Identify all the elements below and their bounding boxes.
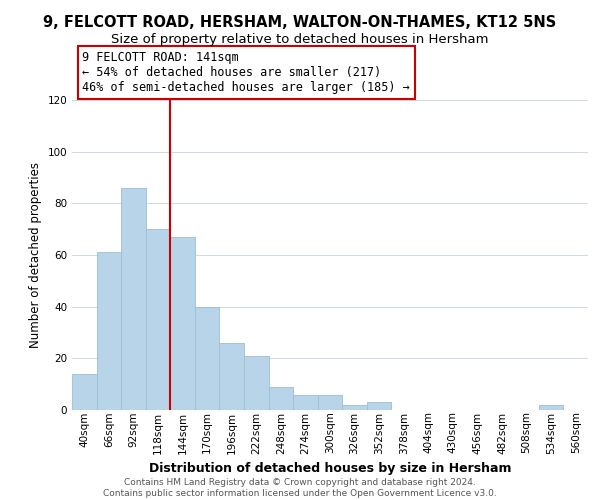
Bar <box>72 374 97 410</box>
Bar <box>170 237 195 410</box>
Bar <box>539 405 563 410</box>
Bar <box>121 188 146 410</box>
Bar <box>97 252 121 410</box>
Bar <box>318 394 342 410</box>
Bar <box>220 343 244 410</box>
Bar <box>269 387 293 410</box>
Bar <box>342 405 367 410</box>
Text: 9, FELCOTT ROAD, HERSHAM, WALTON-ON-THAMES, KT12 5NS: 9, FELCOTT ROAD, HERSHAM, WALTON-ON-THAM… <box>43 15 557 30</box>
Bar <box>244 356 269 410</box>
Bar <box>293 394 318 410</box>
Text: 9 FELCOTT ROAD: 141sqm
← 54% of detached houses are smaller (217)
46% of semi-de: 9 FELCOTT ROAD: 141sqm ← 54% of detached… <box>82 51 410 94</box>
Bar <box>146 229 170 410</box>
Text: Contains HM Land Registry data © Crown copyright and database right 2024.
Contai: Contains HM Land Registry data © Crown c… <box>103 478 497 498</box>
Text: Size of property relative to detached houses in Hersham: Size of property relative to detached ho… <box>111 32 489 46</box>
Bar <box>367 402 391 410</box>
Y-axis label: Number of detached properties: Number of detached properties <box>29 162 42 348</box>
Bar <box>195 306 220 410</box>
X-axis label: Distribution of detached houses by size in Hersham: Distribution of detached houses by size … <box>149 462 511 475</box>
